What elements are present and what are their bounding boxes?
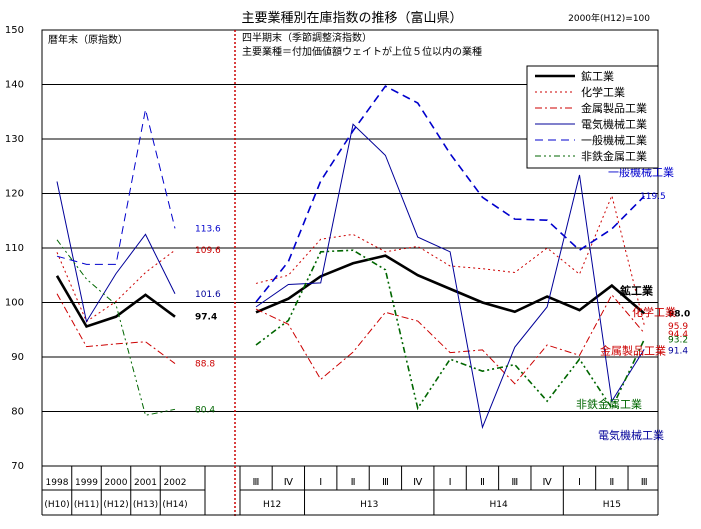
y-tick-label: 150 bbox=[5, 25, 24, 36]
quarter-label: Ⅲ bbox=[511, 477, 518, 488]
quarter-label: Ⅲ bbox=[641, 477, 648, 488]
quarter-label: Ⅲ bbox=[382, 477, 389, 488]
x-tick-sublabel: (H11) bbox=[74, 500, 99, 510]
data-label-quarterly: 94.4 bbox=[668, 330, 688, 340]
data-label-quarterly: 119.5 bbox=[640, 192, 666, 202]
data-label-annual: 97.4 bbox=[195, 313, 217, 323]
series-line-quarterly bbox=[255, 293, 645, 385]
data-label-annual: 109.6 bbox=[195, 246, 221, 256]
series-name-label: 金属製品工業 bbox=[600, 343, 666, 357]
series-line-annual bbox=[56, 181, 176, 323]
y-tick-label: 140 bbox=[5, 80, 24, 91]
y-tick-label: 130 bbox=[5, 134, 24, 145]
left-panel-note: 暦年末（原指数） bbox=[48, 33, 128, 46]
legend-label: 非鉄金属工業 bbox=[581, 149, 647, 163]
right-panel-note-2: 主要業種＝付加価値額ウェイトが上位５位以内の業種 bbox=[242, 45, 482, 58]
data-label-annual: 88.8 bbox=[195, 360, 215, 370]
x-tick-sublabel: (H12) bbox=[103, 500, 128, 510]
chart-title: 主要業種別在庫指数の推移（富山県） bbox=[241, 10, 462, 26]
quarter-label: Ⅰ bbox=[578, 477, 581, 488]
series-name-label: 一般機械工業 bbox=[608, 165, 674, 179]
year-label: H14 bbox=[490, 500, 508, 510]
legend-label: 一般機械工業 bbox=[581, 133, 647, 147]
x-tick-label: 1999 bbox=[75, 478, 98, 488]
data-label-annual: 113.6 bbox=[195, 224, 221, 234]
y-tick-label: 90 bbox=[11, 352, 24, 363]
quarter-label: Ⅱ bbox=[480, 477, 485, 488]
series-line-annual bbox=[56, 249, 176, 323]
plot-frame bbox=[41, 29, 659, 467]
series-line-annual bbox=[56, 109, 176, 265]
quarter-label: Ⅱ bbox=[609, 477, 614, 488]
series-line-quarterly bbox=[255, 194, 645, 325]
y-tick-label: 80 bbox=[11, 407, 24, 418]
data-label-quarterly: 93.2 bbox=[668, 336, 688, 346]
legend-label: 金属製品工業 bbox=[581, 101, 647, 115]
legend-label: 電気機械工業 bbox=[581, 117, 647, 131]
y-tick-label: 110 bbox=[5, 243, 24, 254]
quarter-label: Ⅳ bbox=[284, 477, 294, 488]
base-note: 2000年(H12)=100 bbox=[568, 12, 650, 24]
x-tick-label: 2002 bbox=[164, 478, 187, 488]
series-line-annual bbox=[56, 239, 176, 416]
quarter-label: Ⅳ bbox=[543, 477, 553, 488]
x-tick-sublabel: (H13) bbox=[133, 500, 158, 510]
series-name-label: 鉱工業 bbox=[620, 283, 654, 297]
quarter-label: Ⅰ bbox=[449, 477, 452, 488]
quarter-label: Ⅳ bbox=[413, 477, 423, 488]
x-tick-label: 2001 bbox=[134, 478, 157, 488]
quarter-label: Ⅱ bbox=[351, 477, 356, 488]
x-tick-label: 2000 bbox=[105, 478, 128, 488]
year-label: H12 bbox=[263, 500, 281, 510]
series-line-quarterly bbox=[255, 249, 645, 411]
series-name-label: 電気機械工業 bbox=[598, 428, 664, 442]
quarter-label: Ⅰ bbox=[319, 477, 322, 488]
y-tick-label: 70 bbox=[11, 461, 24, 472]
data-label-quarterly: 91.4 bbox=[668, 346, 688, 356]
legend-label: 化学工業 bbox=[581, 85, 625, 99]
data-label-quarterly: 98.0 bbox=[668, 309, 690, 319]
series-name-label: 非鉄金属工業 bbox=[576, 397, 642, 411]
data-label-annual: 101.6 bbox=[195, 290, 221, 300]
data-labels: 97.4 109.6 88.8 101.6 113.6 80.4 98.0 鉱工業 95.9 化学… bbox=[195, 165, 690, 442]
legend-box bbox=[526, 65, 659, 169]
data-label-annual: 80.4 bbox=[195, 405, 215, 415]
legend-label: 鉱工業 bbox=[581, 69, 614, 83]
x-tick-sublabel: (H10) bbox=[44, 500, 69, 510]
data-label-quarterly: 95.9 bbox=[668, 322, 688, 332]
quarter-label: Ⅲ bbox=[253, 477, 260, 488]
series-lines bbox=[55, 85, 646, 430]
x-tick-label: 1998 bbox=[46, 478, 69, 488]
y-tick-label: 100 bbox=[5, 298, 24, 309]
y-tick-label: 120 bbox=[5, 189, 24, 200]
axes: 70 80 90 100 110 120 130 140 150 1998 (H10) 1999 (H1… bbox=[5, 25, 659, 518]
year-label: H15 bbox=[603, 500, 621, 510]
series-line-quarterly bbox=[255, 123, 645, 430]
series-line-annual bbox=[56, 293, 176, 364]
year-label: H13 bbox=[360, 500, 378, 510]
series-line-quarterly bbox=[255, 254, 646, 315]
right-panel-note-1: 四半期末（季節調整済指数） bbox=[242, 31, 372, 44]
x-tick-sublabel: (H14) bbox=[162, 500, 187, 510]
series-line-annual bbox=[55, 275, 176, 329]
series-name-label: 化学工業 bbox=[632, 305, 676, 319]
